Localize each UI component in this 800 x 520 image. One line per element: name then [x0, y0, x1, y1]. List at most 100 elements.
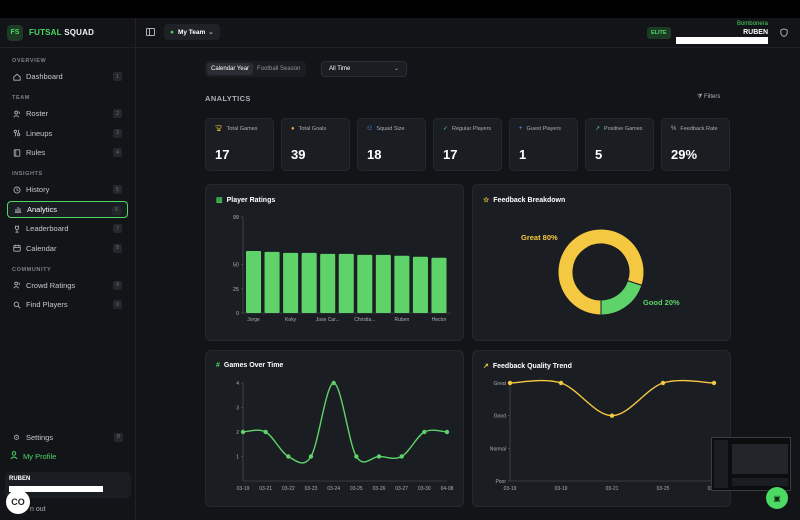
data-point: [331, 380, 336, 386]
y-tick-label: 99: [233, 215, 239, 221]
card-title-text: Games Over Time: [223, 362, 284, 369]
x-tick-label: 03-19: [555, 486, 568, 492]
stat-card-regular-players: ✓ Regular Players 17: [433, 118, 502, 171]
brand[interactable]: FS FUTSAL SQUAD: [0, 18, 135, 48]
tab-football-season[interactable]: Football Season: [257, 66, 301, 72]
sidebar-item-leaderboard[interactable]: Leaderboard 7: [7, 220, 128, 237]
sidebar-item-history[interactable]: History 5: [7, 181, 128, 198]
sidebar-item-crowd-ratings[interactable]: Crowd Ratings 9: [7, 277, 128, 294]
brand-logo: FS: [7, 24, 23, 41]
sidebar-item-label: Roster: [26, 109, 49, 118]
player-ratings-chart: 0 25 50 99 Jorge Koky Jose Car... Christia... Ru…: [233, 215, 451, 323]
sidebar-item-lineups[interactable]: Lineups 3: [7, 125, 128, 142]
sign-out-link[interactable]: n out: [30, 505, 46, 513]
bar: [412, 256, 428, 313]
time-range-select[interactable]: All Time ⌄: [321, 61, 407, 77]
users-icon: ⚇: [367, 126, 373, 132]
sidebar-nav: OVERVIEW Dashboard 1 TEAM Roster 2 Lineups 3 Rul…: [0, 58, 135, 313]
games-over-time-chart: 1 2 3 4 03-19 03-21 03-22 03-23 03-24 03-25 03-26 0…: [236, 380, 454, 492]
bar-chart-icon: [13, 205, 22, 214]
sidebar-item-label: Settings: [26, 432, 54, 442]
stat-label: 🏆︎ Total Games: [215, 126, 273, 133]
stat-card-squad-size: ⚇ Squad Size 18: [357, 118, 426, 171]
stat-label-text: Feedback Rate: [680, 126, 718, 132]
stat-label-text: Positive Games: [604, 126, 643, 132]
sidebar-item-rules[interactable]: Rules 4: [7, 144, 128, 161]
sidebar-item-dashboard[interactable]: Dashboard 1: [7, 68, 128, 85]
x-tick-label: 04-08: [441, 486, 454, 492]
shortcut-key: 6: [112, 205, 121, 215]
sidebar-item-label: Rules: [26, 148, 46, 157]
x-tick-label: 03-22: [282, 486, 295, 492]
team-selector[interactable]: ● My Team ⌄: [164, 24, 220, 40]
header-user-redacted: [676, 37, 768, 44]
stat-card-total-games: 🏆︎ Total Games 17: [205, 118, 274, 171]
trend-up-icon: ↗: [483, 363, 489, 370]
stat-label-text: Total Games: [226, 126, 258, 132]
trophy-icon: 🏆︎: [215, 126, 223, 132]
card-title: ↗ Feedback Quality Trend: [483, 362, 572, 371]
data-point: [399, 454, 404, 459]
card-title: # Games Over Time: [216, 362, 283, 369]
x-tick-label: 03-21: [606, 486, 619, 492]
home-icon: [12, 72, 21, 81]
x-tick-label: Koky: [285, 317, 297, 323]
sidebar: FS FUTSAL SQUAD OVERVIEW Dashboard 1 TEAM Ro…: [0, 18, 136, 520]
tier-badge: ELITE: [647, 27, 671, 39]
sidebar-item-find-players[interactable]: Find Players 0: [7, 296, 128, 313]
chat-bubble-icon[interactable]: ▣: [766, 487, 788, 509]
team-selector-label: My Team: [177, 28, 206, 36]
user-name: RUBEN: [9, 476, 31, 482]
data-point: [609, 413, 615, 418]
card-title-text: Player Ratings: [226, 196, 276, 204]
chat-widget-icon[interactable]: CO: [6, 490, 30, 514]
x-tick-label: 03-19: [504, 486, 517, 492]
sidebar-item-analytics[interactable]: Analytics 6: [7, 200, 128, 218]
my-profile-label: My Profile: [23, 451, 57, 461]
screen-preview-thumbnail: [711, 437, 791, 491]
stat-label: ● Total Goals: [291, 126, 349, 133]
x-tick-label: 03-25: [350, 486, 363, 492]
card-title-text: Feedback Quality Trend: [492, 362, 572, 370]
games-over-time-card: # Games Over Time 1 2 3 4 03-19 03-21 03-22 03-2…: [205, 350, 464, 507]
stat-card-positive-games: ↗ Positive Games 5: [585, 118, 654, 171]
shortcut-key: 4: [113, 148, 122, 157]
shield-icon[interactable]: [780, 28, 788, 39]
stat-value: 17: [215, 147, 230, 162]
bar: [283, 252, 299, 313]
data-point: [376, 454, 382, 459]
tab-calendar-year[interactable]: Calendar Year: [207, 63, 254, 75]
series-line: [509, 379, 715, 417]
book-icon: [12, 148, 21, 157]
feedback-quality-card: ↗ Feedback Quality Trend Poor Normal Good Gr…: [472, 350, 731, 507]
sidebar-item-roster[interactable]: Roster 2: [7, 105, 128, 122]
series-line: [242, 382, 448, 464]
y-tick-label: Good: [494, 414, 506, 420]
shortcut-key: 8: [113, 243, 122, 253]
main-content: Calendar Year Football Season All Time ⌄…: [136, 48, 800, 520]
stat-label-text: Total Goals: [298, 126, 327, 132]
x-tick-label: Jorge: [247, 317, 260, 323]
brand-name: FUTSAL SQUAD: [29, 28, 94, 37]
sidebar-toggle-icon[interactable]: [146, 28, 155, 36]
filters-button[interactable]: ⧩ Filters: [697, 94, 720, 101]
feedback-breakdown-card: ☆ Feedback Breakdown Great 80% Good 20%: [472, 184, 731, 341]
chevron-down-icon: ⌄: [393, 66, 399, 72]
y-tick-label: 3: [236, 406, 239, 412]
stat-card-feedback-rate: % Feedback Rate 29%: [661, 118, 730, 171]
bar: [264, 251, 280, 313]
page-title: ANALYTICS: [205, 94, 251, 103]
bar: [320, 253, 336, 313]
sidebar-item-settings[interactable]: ⚙ Settings 8: [7, 429, 129, 446]
x-tick-label: 03-21: [259, 486, 272, 492]
x-tick-label: 03-19: [237, 486, 250, 492]
header-user-name[interactable]: RUBEN: [743, 29, 768, 36]
percent-icon: %: [671, 126, 677, 132]
x-tick-label: Ruben: [395, 317, 410, 323]
chevron-down-icon: ⌄: [208, 29, 214, 36]
search-icon: [12, 300, 21, 309]
sidebar-item-calendar[interactable]: Calendar 8: [7, 240, 128, 257]
shortcut-key: 9: [113, 280, 122, 290]
my-profile-link[interactable]: My Profile: [0, 448, 136, 464]
calendar-icon: [12, 244, 21, 253]
